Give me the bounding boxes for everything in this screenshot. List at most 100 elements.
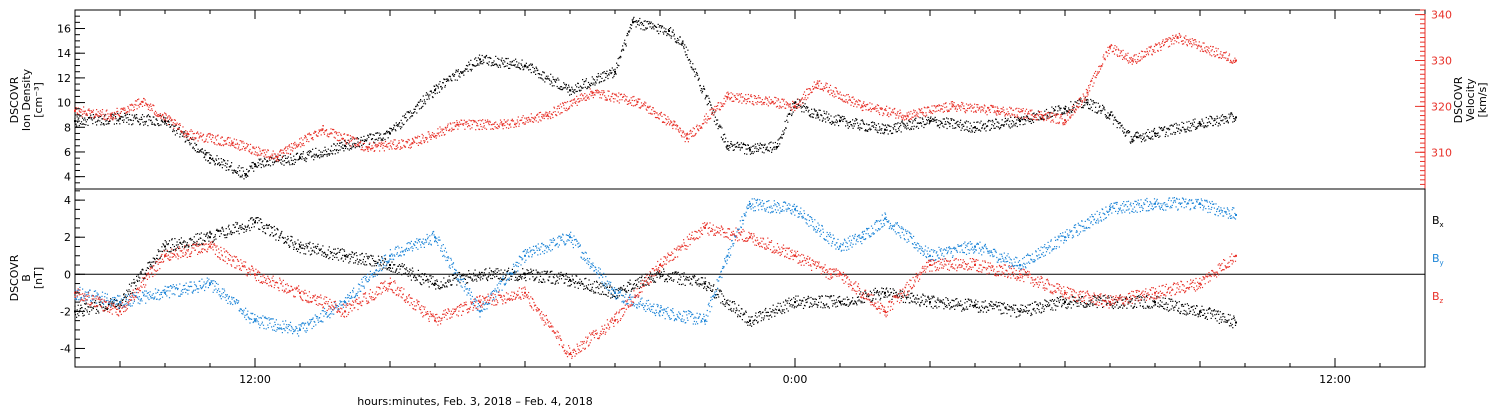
density-point — [1199, 122, 1201, 125]
density-sample — [1081, 107, 1083, 109]
density-sample — [1225, 121, 1227, 123]
density-sample — [1112, 123, 1114, 125]
velocity-sample — [155, 114, 157, 117]
density-sample — [531, 63, 533, 65]
velocity-sample — [370, 147, 373, 149]
velocity-sample — [635, 99, 637, 101]
density-point — [119, 117, 121, 120]
density-sample — [793, 102, 795, 105]
velocity-sample — [157, 114, 159, 116]
bx-sample — [225, 228, 227, 230]
velocity-sample — [553, 107, 556, 109]
velocity-sample — [171, 119, 173, 121]
velocity-sample — [404, 146, 407, 148]
density-sample — [533, 71, 535, 73]
density-sample — [542, 79, 544, 81]
velocity-sample — [487, 119, 489, 121]
density-tick-label: 8 — [64, 121, 71, 134]
density-sample — [644, 20, 646, 22]
velocity-sample — [587, 96, 590, 98]
velocity-sample — [103, 118, 105, 120]
density-sample — [361, 144, 363, 146]
velocity-sample — [768, 101, 770, 103]
velocity-sample — [1230, 61, 1232, 63]
density-sample — [1220, 119, 1222, 122]
velocity-sample — [718, 108, 720, 110]
density-sample — [955, 127, 957, 129]
velocity-sample — [543, 114, 545, 116]
velocity-sample — [262, 150, 264, 152]
velocity-sample — [1031, 109, 1033, 111]
density-sample — [344, 147, 347, 150]
velocity-sample — [220, 137, 222, 139]
velocity-sample — [730, 92, 732, 94]
velocity-sample — [403, 144, 405, 146]
density-sample — [306, 158, 308, 160]
velocity-sample — [1008, 113, 1010, 115]
velocity-sample — [834, 93, 836, 95]
density-sample — [148, 119, 150, 121]
velocity-sample — [485, 128, 488, 130]
density-sample — [122, 116, 124, 118]
density-sample — [1071, 109, 1073, 111]
density-sample — [521, 59, 523, 61]
density-sample — [341, 147, 343, 149]
density-sample — [751, 151, 753, 153]
density-sample — [930, 116, 932, 118]
density-sample — [969, 127, 971, 130]
velocity-sample — [373, 150, 375, 152]
velocity-sample — [931, 105, 933, 107]
velocity-sample — [1137, 58, 1139, 61]
velocity-sample — [249, 148, 251, 151]
density-sample — [252, 161, 254, 164]
bx-point — [749, 319, 751, 322]
velocity-sample — [583, 98, 585, 100]
density-sample — [74, 117, 76, 120]
density-sample — [414, 108, 416, 110]
density-sample — [140, 116, 142, 118]
density-sample — [132, 123, 134, 125]
density-sample — [1171, 133, 1173, 135]
velocity-sample — [217, 135, 219, 137]
density-sample — [245, 175, 247, 177]
bx-sample — [78, 311, 80, 313]
velocity-sample — [535, 117, 537, 119]
density-sample — [410, 116, 412, 118]
velocity-sample — [570, 100, 572, 102]
density-sample — [1062, 112, 1064, 114]
velocity-sample — [409, 144, 411, 146]
density-sample — [403, 115, 405, 117]
density-sample — [875, 124, 877, 126]
velocity-sample — [186, 133, 188, 135]
velocity-sample — [833, 96, 835, 98]
velocity-sample — [572, 102, 574, 104]
density-sample — [152, 123, 154, 125]
velocity-sample — [166, 117, 168, 119]
velocity-sample — [119, 115, 121, 118]
velocity-sample — [498, 126, 500, 128]
velocity-sample — [738, 101, 740, 103]
velocity-sample — [1106, 55, 1109, 57]
density-sample — [1142, 139, 1144, 141]
density-sample — [340, 146, 342, 148]
velocity-sample — [759, 97, 761, 99]
velocity-sample — [626, 103, 628, 105]
velocity-sample — [1220, 51, 1222, 53]
velocity-sample — [390, 146, 392, 148]
density-sample — [245, 176, 247, 178]
velocity-sample — [393, 144, 395, 146]
velocity-sample — [882, 114, 884, 117]
velocity-sample — [870, 109, 873, 111]
density-sample — [86, 119, 88, 121]
velocity-sample — [1050, 121, 1052, 123]
velocity-sample — [126, 111, 128, 113]
velocity-sample — [227, 137, 229, 139]
velocity-sample — [619, 99, 621, 101]
density-sample — [707, 95, 709, 97]
velocity-sample — [863, 101, 865, 103]
velocity-sample — [596, 89, 598, 91]
velocity-sample — [815, 84, 817, 86]
velocity-sample — [241, 148, 243, 150]
density-sample — [260, 158, 262, 160]
density-sample — [1216, 121, 1218, 123]
